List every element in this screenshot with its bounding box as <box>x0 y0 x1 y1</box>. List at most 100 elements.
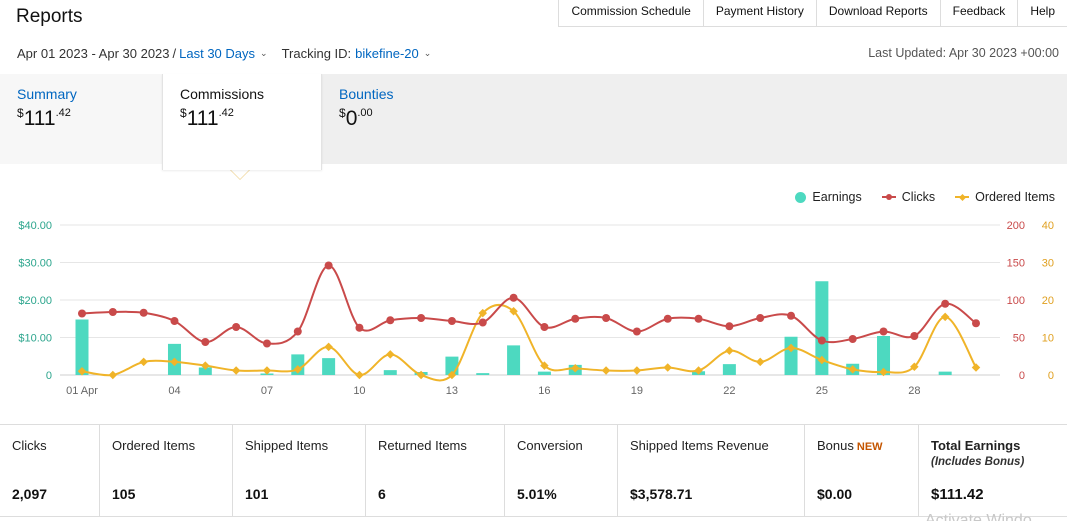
clicks-point <box>262 339 271 348</box>
ordered-items-point <box>663 363 672 372</box>
ordered-items-point <box>416 370 426 380</box>
amount-cents: .42 <box>218 107 234 119</box>
clicks-point <box>478 318 487 327</box>
earnings-bar <box>784 336 798 375</box>
stat-ordered-items: Ordered Items 105 <box>100 425 233 516</box>
clicks-point <box>201 338 210 346</box>
period-dropdown[interactable]: Last 30 Days <box>179 46 256 61</box>
ordered-items-point <box>509 307 518 316</box>
date-range-text: Apr 01 2023 - Apr 30 2023 <box>17 46 170 61</box>
earnings-bar <box>877 336 891 375</box>
ordered-items-point <box>540 361 549 370</box>
clicks-point <box>848 335 857 343</box>
currency-symbol: $ <box>339 106 346 120</box>
y-right-clicks-tick-label: 200 <box>1007 220 1025 232</box>
ordered-items-point <box>355 370 364 380</box>
stat-value: $3,578.71 <box>630 486 693 502</box>
y-right-clicks-tick-label: 100 <box>1007 295 1025 307</box>
earnings-bar <box>722 364 736 375</box>
nav-help[interactable]: Help <box>1017 0 1067 27</box>
ordered-items-point <box>940 312 950 322</box>
earnings-bar <box>938 371 952 375</box>
ordered-items-point <box>170 357 179 367</box>
clicks-point <box>879 327 888 336</box>
tab-commissions-label[interactable]: Commissions <box>180 86 265 102</box>
earnings-bar <box>383 370 397 375</box>
stat-value: 2,097 <box>12 486 48 502</box>
ordered-items-point <box>910 362 919 371</box>
tab-summary[interactable]: Summary $111.42 <box>0 74 162 164</box>
y-left-tick-label: 0 <box>46 370 52 382</box>
y-right-clicks-tick-label: 150 <box>1007 258 1025 270</box>
chart-legend: Earnings Clicks Ordered Items <box>775 190 1055 204</box>
stat-label: Shipped Items Revenue <box>630 438 769 453</box>
tab-bounties-amount: $0.00 <box>339 106 482 131</box>
clicks-point <box>571 314 580 323</box>
stat-value: 105 <box>112 486 136 502</box>
ordered-items-line-icon <box>955 192 970 202</box>
nav-download-reports[interactable]: Download Reports <box>815 0 940 27</box>
x-tick-label: 25 <box>816 385 828 397</box>
stat-bonus: Bonus NEW $0.00 <box>805 425 919 516</box>
page-title: Reports <box>16 6 83 27</box>
chevron-down-icon[interactable]: ⌄ <box>423 48 432 58</box>
stat-label: Total Earnings <box>931 438 1021 453</box>
new-badge: NEW <box>856 441 883 453</box>
y-left-tick-label: $40.00 <box>18 220 52 232</box>
y-left-tick-label: $20.00 <box>18 295 52 307</box>
x-tick-label: 16 <box>538 385 550 397</box>
legend-clicks-label: Clicks <box>901 190 936 204</box>
stat-total-earnings: Total Earnings (Includes Bonus) $111.42 <box>919 425 1067 516</box>
clicks-point <box>386 316 395 325</box>
stat-clicks: Clicks 2,097 <box>0 425 100 516</box>
ordered-items-point <box>725 346 734 355</box>
ordered-items-point <box>447 370 457 380</box>
ordered-items-point <box>293 365 303 374</box>
tracking-id-dropdown[interactable]: bikefine-20 <box>355 46 419 61</box>
ordered-items-point <box>262 366 272 375</box>
clicks-point <box>447 317 456 325</box>
ordered-items-point <box>231 366 241 375</box>
stat-label: Shipped Items <box>245 438 329 453</box>
ordered-items-point <box>632 366 642 375</box>
amount-whole: 111 <box>23 107 56 130</box>
tab-pointer <box>230 169 250 179</box>
x-tick-label: 28 <box>908 385 920 397</box>
y-right-ordered-tick-label: 20 <box>1042 295 1054 307</box>
clicks-point <box>972 319 980 328</box>
ordered-items-point <box>201 361 210 370</box>
stat-label: Returned Items <box>378 438 467 453</box>
ordered-items-line <box>81 303 977 382</box>
legend-ordered-items[interactable]: Ordered Items <box>955 190 1055 204</box>
x-tick-label: 04 <box>168 385 180 397</box>
ordered-items-point <box>879 367 888 377</box>
ordered-items-point <box>694 366 703 375</box>
earnings-bar <box>507 345 521 375</box>
clicks-point <box>941 299 950 308</box>
y-right-ordered-tick-label: 40 <box>1042 220 1054 232</box>
tab-bounties-label[interactable]: Bounties <box>339 86 394 102</box>
y-left-tick-label: $30.00 <box>18 258 52 270</box>
earnings-chart: $40.00 200 40$30.00 150 30$20.00 100 20$10.00 5… <box>18 220 1054 397</box>
stat-value: 5.01% <box>517 486 557 502</box>
earnings-dot-icon <box>795 191 807 203</box>
earnings-bar <box>322 358 336 375</box>
legend-clicks[interactable]: Clicks <box>881 190 936 204</box>
tab-summary-label[interactable]: Summary <box>17 86 77 102</box>
clicks-point <box>910 332 919 340</box>
legend-earnings[interactable]: Earnings <box>795 190 862 204</box>
nav-payment-history[interactable]: Payment History <box>702 0 816 27</box>
y-right-ordered-tick-label: 0 <box>1048 370 1054 382</box>
nav-commission-schedule[interactable]: Commission Schedule <box>558 0 703 27</box>
nav-feedback[interactable]: Feedback <box>939 0 1018 27</box>
clicks-point <box>817 336 826 345</box>
stat-value: $111.42 <box>931 486 984 503</box>
tab-commissions[interactable]: Commissions $111.42 <box>162 74 322 170</box>
ordered-items-point <box>971 363 981 372</box>
ordered-items-point <box>139 357 148 367</box>
tab-bounties[interactable]: Bounties $0.00 <box>322 74 482 164</box>
clicks-point <box>170 317 179 325</box>
chevron-down-icon[interactable]: ⌄ <box>260 48 268 58</box>
clicks-point <box>725 322 734 331</box>
clicks-point <box>602 314 611 322</box>
